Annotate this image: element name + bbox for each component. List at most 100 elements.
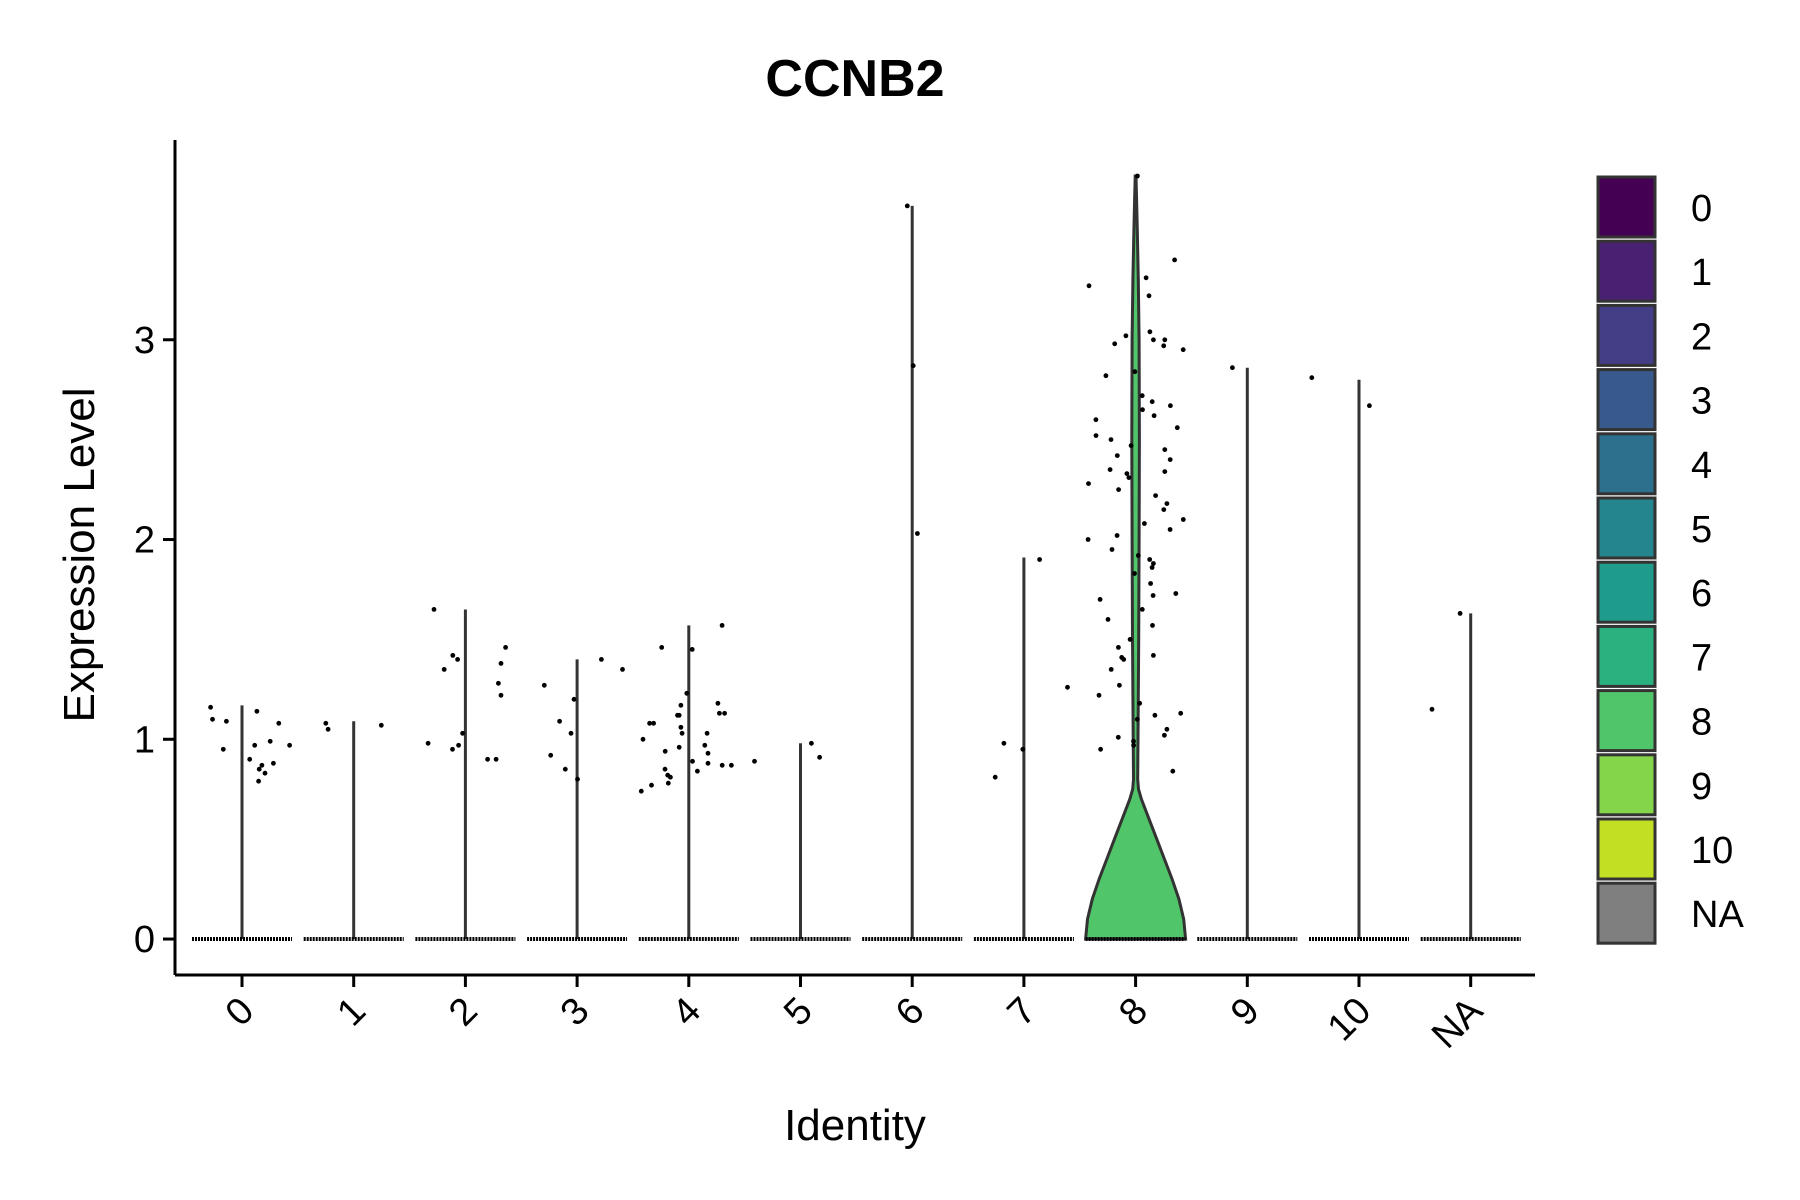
data-point — [1173, 591, 1179, 596]
legend-item-0: 0 — [1596, 175, 1712, 239]
data-point — [1107, 467, 1113, 472]
data-point — [651, 720, 656, 726]
data-point — [659, 645, 665, 650]
x-tick-label: 4 — [665, 990, 710, 1035]
data-point — [665, 772, 671, 778]
data-point — [220, 746, 226, 752]
data-point — [1114, 533, 1120, 538]
data-point — [1170, 768, 1176, 774]
data-point — [809, 740, 814, 746]
data-point — [1162, 447, 1168, 452]
legend-swatch — [1596, 239, 1657, 303]
violin-group-3 — [527, 657, 628, 942]
data-point — [679, 730, 685, 736]
data-point — [704, 730, 710, 736]
legend-label: 6 — [1691, 573, 1712, 615]
data-point — [1097, 597, 1103, 602]
data-point — [276, 720, 282, 726]
chart-title: CCNB2 — [765, 50, 944, 108]
y-tick-label: 1 — [134, 719, 155, 761]
legend-item-10: 10 — [1596, 817, 1733, 881]
data-point — [1167, 527, 1173, 532]
data-point — [287, 742, 292, 748]
data-point — [1109, 547, 1115, 552]
data-point — [1178, 710, 1184, 716]
data-point — [1065, 684, 1070, 690]
legend-label: 3 — [1691, 381, 1712, 423]
data-point — [715, 700, 721, 706]
data-point — [1001, 740, 1007, 746]
data-point — [1230, 365, 1235, 371]
data-point — [571, 696, 577, 702]
data-point — [568, 730, 574, 736]
data-point — [665, 780, 671, 786]
data-point — [1180, 347, 1186, 353]
data-point — [705, 760, 711, 766]
violin-group-0 — [192, 704, 292, 942]
data-point — [1147, 557, 1153, 562]
y-tick-label: 0 — [134, 919, 155, 961]
legend-label: 2 — [1691, 316, 1712, 358]
data-point — [1086, 481, 1091, 486]
data-point — [1116, 645, 1121, 650]
legend-label: NA — [1691, 894, 1744, 936]
data-point — [498, 692, 504, 698]
data-point — [722, 710, 727, 716]
data-point — [676, 712, 682, 718]
data-point — [208, 704, 214, 710]
data-point — [456, 742, 461, 748]
data-point — [503, 645, 508, 650]
legend-label: 0 — [1691, 188, 1712, 230]
data-point — [1132, 571, 1137, 576]
data-point — [1150, 593, 1156, 598]
data-point — [562, 766, 568, 772]
data-point — [575, 776, 580, 782]
legend-label: 8 — [1691, 702, 1712, 744]
legend-item-7: 7 — [1596, 624, 1712, 688]
data-point — [1131, 738, 1136, 744]
data-point — [702, 742, 708, 748]
data-point — [1161, 343, 1167, 349]
legend-item-3: 3 — [1596, 368, 1712, 432]
data-point — [1162, 337, 1168, 343]
y-axis-title: Expression Level — [55, 387, 104, 722]
data-point — [1108, 667, 1114, 672]
data-point — [717, 710, 722, 716]
data-point — [1103, 373, 1109, 379]
data-point — [1168, 403, 1173, 409]
data-point — [441, 667, 447, 672]
data-point — [247, 756, 253, 762]
data-point — [1135, 553, 1141, 558]
legend-item-6: 6 — [1596, 560, 1712, 624]
violin-group-10 — [1309, 375, 1409, 942]
data-point — [252, 742, 258, 748]
data-point — [256, 778, 261, 784]
legend-item-9: 9 — [1596, 753, 1712, 817]
data-point — [557, 718, 562, 724]
violin-group-7 — [973, 557, 1074, 942]
data-point — [254, 708, 260, 714]
data-point — [1020, 746, 1026, 752]
legend-label: 10 — [1691, 830, 1733, 872]
data-point — [729, 762, 734, 768]
data-point — [1164, 501, 1170, 506]
data-point — [1149, 565, 1155, 570]
data-point — [1162, 469, 1168, 474]
data-point — [1105, 617, 1111, 622]
data-point — [719, 762, 725, 768]
data-point — [1123, 333, 1129, 339]
data-point — [1139, 607, 1145, 612]
legend: 0 1 2 3 4 5 6 7 8 9 10 NA — [1596, 175, 1744, 945]
data-point — [455, 657, 460, 662]
y-tick-label: 2 — [134, 520, 155, 562]
data-point — [817, 754, 822, 760]
data-point — [267, 738, 273, 744]
data-point — [210, 716, 215, 722]
data-point — [450, 746, 455, 752]
data-point — [705, 750, 711, 756]
x-tick-label: 5 — [776, 990, 821, 1035]
data-point — [1128, 443, 1134, 448]
data-point — [640, 736, 646, 742]
